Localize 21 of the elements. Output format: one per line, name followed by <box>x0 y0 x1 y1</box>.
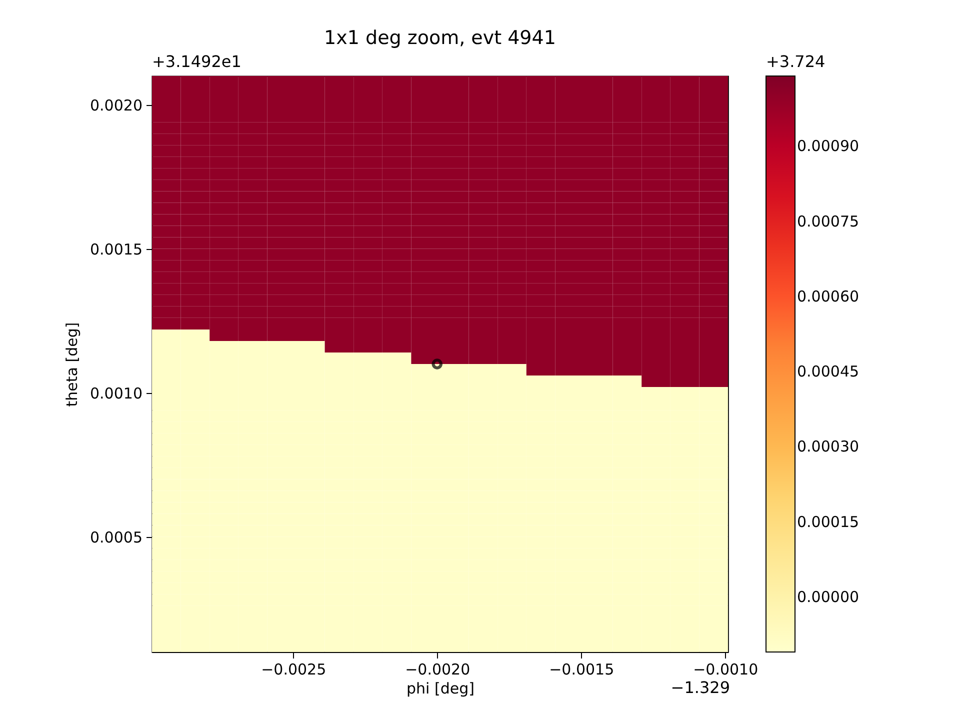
text: +3.724 <box>766 52 826 71</box>
y-tick-label: 0.0020 <box>90 96 142 114</box>
y-tick-label: 0.0005 <box>90 528 142 546</box>
color-bar-label: 0.00075 <box>797 212 860 230</box>
x-tick-label: −0.0020 <box>405 660 470 678</box>
chart-title: 1x1 deg zoom, evt 4941 <box>324 27 556 49</box>
color-bar-label: 0.00090 <box>797 137 860 156</box>
text: −1.329 <box>670 678 730 697</box>
x-axis-title: phi [deg] <box>406 680 474 698</box>
color-bar-label: 0.00030 <box>797 438 860 456</box>
y-tick-label: 0.0015 <box>90 240 142 258</box>
x-tick-label: −0.0015 <box>549 660 614 678</box>
text: +3.1492e1 <box>152 52 242 71</box>
color-bar-label: 0.00060 <box>797 287 860 306</box>
color-bar-label: 0.00000 <box>797 588 860 606</box>
color-bar-label: 0.00015 <box>797 512 860 531</box>
y-axis-title: theta [deg] <box>63 322 82 407</box>
x-tick-label: −0.0010 <box>693 660 758 678</box>
y-tick-label: 0.0010 <box>90 384 142 402</box>
color-bar-label: 0.00045 <box>797 362 860 381</box>
x-tick-label: −0.0025 <box>261 660 326 678</box>
